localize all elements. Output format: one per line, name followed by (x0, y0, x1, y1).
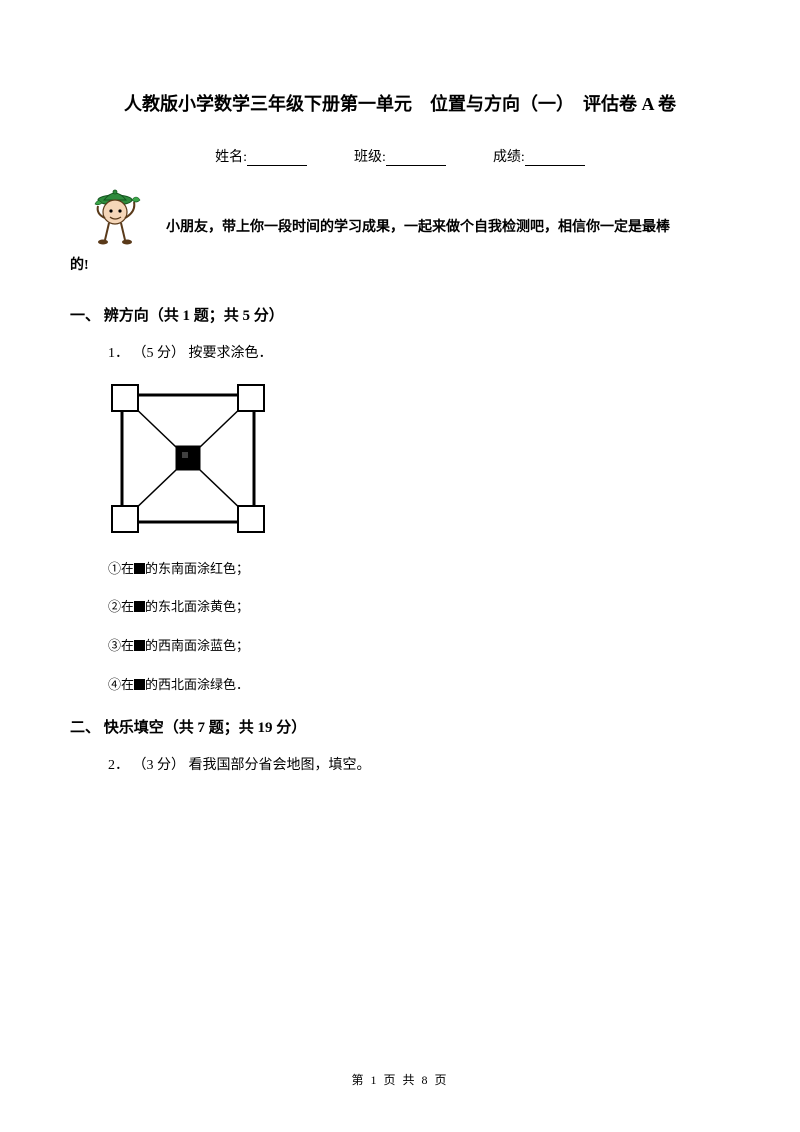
score-blank[interactable] (525, 151, 585, 166)
q2-num: 2． (108, 758, 129, 773)
q1-opt-2: ②在的东北面涂黄色； (108, 597, 730, 618)
q1-num: 1． (108, 346, 129, 361)
page-footer: 第 1 页 共 8 页 (0, 1071, 800, 1088)
score-label: 成绩: (493, 150, 525, 165)
q2-points: （3 分） (133, 758, 186, 773)
page-title: 人教版小学数学三年级下册第一单元 位置与方向（一） 评估卷 A 卷 (70, 90, 730, 116)
q2-text: 看我国部分省会地图，填空。 (189, 758, 371, 773)
q1-diagram (108, 381, 730, 541)
section-1-head: 一、 辨方向（共 1 题；共 5 分） (70, 304, 730, 325)
intro-text-2: 的! (70, 248, 730, 284)
q1-text: 按要求涂色． (189, 346, 273, 361)
mascot-image (90, 188, 146, 248)
q1-opt-3: ③在的西南面涂蓝色； (108, 636, 730, 657)
name-blank[interactable] (247, 151, 307, 166)
student-info-line: 姓名: 班级: 成绩: (70, 146, 730, 166)
question-2: 2． （3 分） 看我国部分省会地图，填空。 (108, 753, 730, 778)
class-blank[interactable] (386, 151, 446, 166)
q1-opt-4: ④在的西北面涂绿色． (108, 675, 730, 696)
q1-points: （5 分） (133, 346, 186, 361)
section-2-head: 二、 快乐填空（共 7 题；共 19 分） (70, 716, 730, 737)
class-label: 班级: (354, 150, 386, 165)
name-label: 姓名: (215, 150, 247, 165)
q1-opt-1: ①在的东南面涂红色； (108, 559, 730, 580)
question-1: 1． （5 分） 按要求涂色． (108, 341, 730, 366)
intro-text-1: 小朋友，带上你一段时间的学习成果，一起来做个自我检测吧，相信你一定是最棒 (166, 210, 730, 248)
